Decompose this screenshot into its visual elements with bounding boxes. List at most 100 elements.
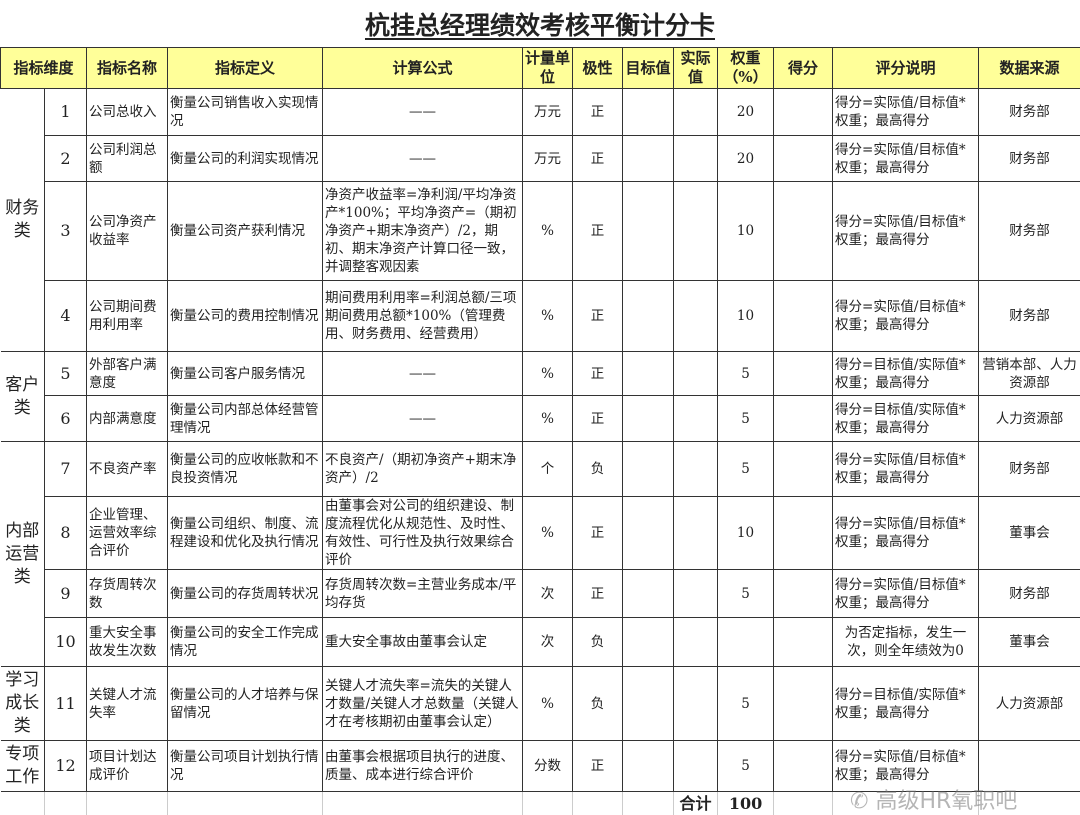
category-cell: 客户类 [1, 352, 45, 442]
unit: 分数 [525, 757, 570, 775]
formula-cell: 重大安全事故由董事会认定 [323, 618, 523, 667]
indicator-name: 公司期间费用利用率 [89, 298, 165, 334]
data-source: 财务部 [981, 103, 1078, 121]
actual-value-cell[interactable] [674, 352, 718, 396]
score-note-cell: 得分=实际值/目标值*权重；最高得分 [833, 741, 979, 792]
polarity: 正 [575, 103, 620, 121]
target-value-cell[interactable] [623, 281, 674, 352]
formula: 由董事会根据项目执行的进度、质量、成本进行综合评价 [325, 748, 520, 784]
actual-value-cell[interactable] [674, 281, 718, 352]
actual-value-cell[interactable] [674, 136, 718, 182]
empty-cell [523, 792, 573, 815]
polarity: 正 [575, 524, 620, 542]
data-source: 董事会 [981, 524, 1078, 542]
data-source-cell: 营销本部、人力资源部 [979, 352, 1080, 396]
weight-cell: 20 [718, 136, 774, 182]
empty-cell [833, 792, 979, 815]
actual-value-cell[interactable] [674, 182, 718, 281]
actual-value-cell[interactable] [674, 442, 718, 497]
actual-value-cell[interactable] [674, 618, 718, 667]
score-note-cell: 得分=目标值/实际值*权重；最高得分 [833, 352, 979, 396]
data-source-cell: 财务部 [979, 89, 1080, 136]
unit-cell: % [523, 396, 573, 442]
empty-cell [573, 792, 623, 815]
target-value-cell[interactable] [623, 89, 674, 136]
polarity: 正 [575, 585, 620, 603]
category-cell: 内部运营类 [1, 442, 45, 667]
score-cell[interactable] [774, 618, 833, 667]
formula-cell: —— [323, 136, 523, 182]
category-cell: 学习成长类 [1, 667, 45, 741]
title-text: 杭挂总经理绩效考核平衡计分卡 [365, 11, 715, 40]
score-cell[interactable] [774, 352, 833, 396]
weight: 20 [720, 150, 771, 168]
formula-cell: 由董事会根据项目执行的进度、质量、成本进行综合评价 [323, 741, 523, 792]
total-label: 合计 [674, 792, 718, 815]
score-cell[interactable] [774, 497, 833, 570]
target-value-cell[interactable] [623, 741, 674, 792]
weight: 10 [720, 307, 771, 325]
unit-cell: 次 [523, 618, 573, 667]
polarity: 正 [575, 222, 620, 240]
actual-value-cell[interactable] [674, 497, 718, 570]
score-cell[interactable] [774, 182, 833, 281]
row-number: 1 [47, 103, 84, 121]
data-source: 营销本部、人力资源部 [981, 356, 1078, 392]
target-value-cell[interactable] [623, 497, 674, 570]
row-number: 3 [47, 222, 84, 240]
empty-cell [979, 792, 1080, 815]
score-cell[interactable] [774, 442, 833, 497]
empty-cell [168, 792, 323, 815]
target-value-cell[interactable] [623, 570, 674, 618]
weight-cell: 5 [718, 442, 774, 497]
empty-cell [1, 792, 45, 815]
score-cell[interactable] [774, 667, 833, 741]
weight-cell: 20 [718, 89, 774, 136]
target-value-cell[interactable] [623, 442, 674, 497]
score-note-cell: 得分=实际值/目标值*权重；最高得分 [833, 136, 979, 182]
polarity: 负 [575, 695, 620, 713]
indicator-definition-cell: 衡量公司的费用控制情况 [168, 281, 323, 352]
row-number: 5 [47, 365, 84, 383]
formula: 重大安全事故由董事会认定 [325, 633, 520, 651]
actual-value-cell[interactable] [674, 396, 718, 442]
target-value-cell[interactable] [623, 352, 674, 396]
indicator-definition: 衡量公司销售收入实现情况 [170, 94, 320, 130]
actual-value-cell[interactable] [674, 741, 718, 792]
actual-value-cell[interactable] [674, 570, 718, 618]
row-number-cell: 7 [45, 442, 87, 497]
indicator-name-cell: 公司总收入 [87, 89, 168, 136]
score-cell[interactable] [774, 136, 833, 182]
indicator-definition: 衡量公司的利润实现情况 [170, 150, 320, 168]
target-value-cell[interactable] [623, 396, 674, 442]
row-number-cell: 1 [45, 89, 87, 136]
score-cell[interactable] [774, 396, 833, 442]
header-note: 评分说明 [833, 48, 979, 89]
indicator-name-cell: 重大安全事故发生次数 [87, 618, 168, 667]
actual-value-cell[interactable] [674, 89, 718, 136]
score-cell[interactable] [774, 281, 833, 352]
polarity-cell: 正 [573, 281, 623, 352]
score-cell[interactable] [774, 570, 833, 618]
row-number-cell: 4 [45, 281, 87, 352]
actual-value-cell[interactable] [674, 667, 718, 741]
score-cell[interactable] [774, 741, 833, 792]
unit-cell: % [523, 497, 573, 570]
unit: 万元 [525, 103, 570, 121]
polarity: 正 [575, 307, 620, 325]
data-source-cell: 人力资源部 [979, 396, 1080, 442]
indicator-name: 存货周转次数 [89, 576, 165, 612]
target-value-cell[interactable] [623, 667, 674, 741]
target-value-cell[interactable] [623, 136, 674, 182]
total-weight: 100 [718, 792, 774, 815]
target-value-cell[interactable] [623, 618, 674, 667]
unit-cell: 万元 [523, 136, 573, 182]
indicator-definition-cell: 衡量公司资产获利情况 [168, 182, 323, 281]
polarity: 负 [575, 460, 620, 478]
target-value-cell[interactable] [623, 182, 674, 281]
indicator-definition-cell: 衡量公司销售收入实现情况 [168, 89, 323, 136]
score-cell[interactable] [774, 89, 833, 136]
